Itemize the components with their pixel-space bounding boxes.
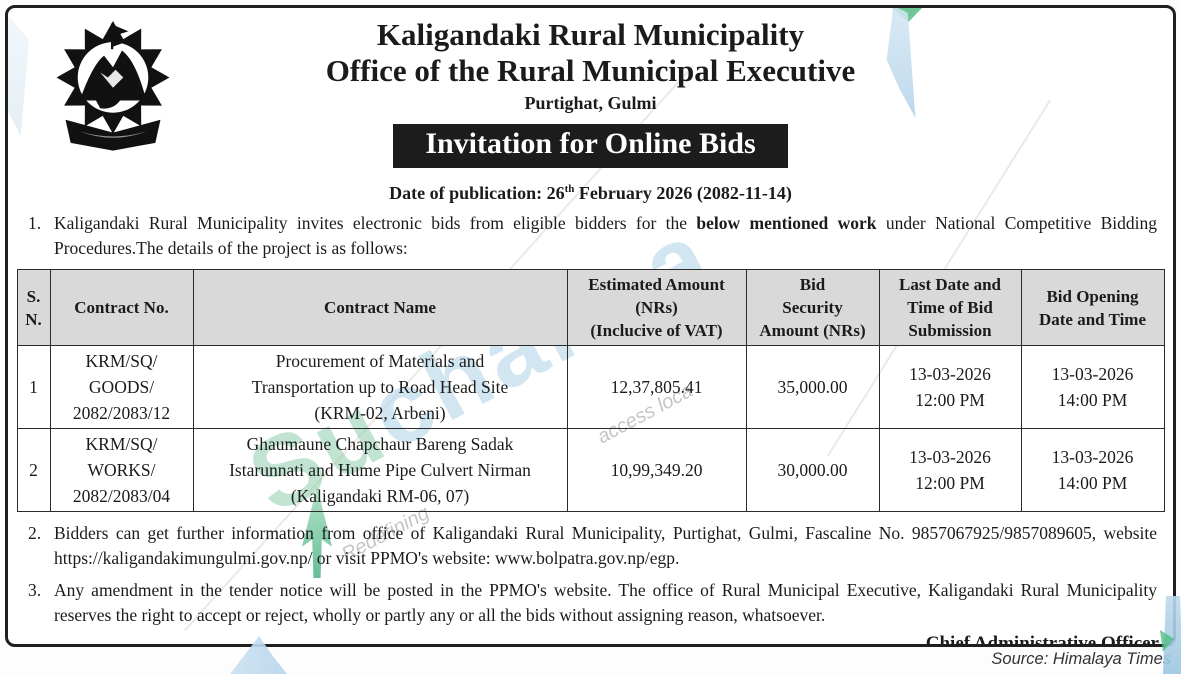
publication-date: Date of publication: 26th February 2026 … (8, 178, 1173, 204)
cell-contract-no: KRM/SQ/ GOODS/ 2082/2083/12 (49, 345, 194, 429)
signatory-title: Chief Administrative Officer (925, 633, 1159, 647)
item-text: Bidders can get further information from… (54, 523, 1157, 568)
col-header-sn: S. N. (16, 269, 51, 346)
cell-last-date: 13-03-2026 12:00 PM (878, 345, 1022, 429)
table-header-row: S. N. Contract No. Contract Name Estimat… (16, 269, 1165, 346)
col-header-bid-security: Bid Security Amount (NRs) (745, 269, 880, 346)
notice-item-2: 2. Bidders can get further information f… (28, 521, 1157, 571)
notice-item-3: 3. Any amendment in the tender notice wi… (28, 578, 1157, 628)
publication-date-ordinal: th (564, 183, 575, 195)
col-header-contract-no: Contract No. (49, 269, 194, 346)
item-text: Kaligandaki Rural Municipality invites e… (54, 211, 1157, 261)
cell-estimated-amount: 12,37,805.41 (566, 345, 747, 429)
item-number: 1. (28, 213, 42, 233)
table-row: 1 KRM/SQ/ GOODS/ 2082/2083/12 Procuremen… (16, 345, 1165, 429)
notice-item-1: 1. Kaligandaki Rural Municipality invite… (28, 211, 1157, 261)
nepal-government-emblem-logo (44, 21, 182, 157)
municipality-title: Kaligandaki Rural Municipality (376, 17, 805, 52)
col-header-last-date: Last Date and Time of Bid Submission (878, 269, 1022, 346)
cell-estimated-amount: 10,99,349.20 (566, 428, 747, 512)
publication-date-prefix: Date of publication: 26 (389, 183, 565, 203)
cell-contract-name: Ghaumaune Chapchaur Bareng Sadak Istarun… (192, 428, 568, 512)
item-number: 3. (28, 580, 42, 600)
col-header-bid-opening: Bid Opening Date and Time (1020, 269, 1165, 346)
cell-bid-security: 30,000.00 (745, 428, 880, 512)
publication-date-suffix: February 2026 (2082-11-14) (574, 183, 792, 203)
cell-bid-security: 35,000.00 (745, 345, 880, 429)
cell-bid-opening: 13-03-2026 14:00 PM (1020, 428, 1165, 512)
col-header-contract-name: Contract Name (192, 269, 568, 346)
cell-contract-name: Procurement of Materials and Transportat… (192, 345, 568, 429)
bids-table: S. N. Contract No. Contract Name Estimat… (16, 269, 1165, 512)
item1-text-after: under National Competitive Bidding Proce… (54, 213, 1157, 258)
col-header-estimated-amount: Estimated Amount (NRs) (Inclucive of VAT… (566, 269, 747, 346)
cell-bid-opening: 13-03-2026 14:00 PM (1020, 345, 1165, 429)
cell-contract-no: KRM/SQ/ WORKS/ 2082/2083/04 (49, 428, 194, 512)
invitation-banner: Invitation for Online Bids (393, 124, 788, 168)
table-row: 2 KRM/SQ/ WORKS/ 2082/2083/04 Ghaumaune … (16, 428, 1165, 512)
office-title: Office of the Rural Municipal Executive (325, 53, 856, 88)
cell-last-date: 13-03-2026 12:00 PM (878, 428, 1022, 512)
cell-sn: 1 (16, 345, 51, 429)
location-subtitle: Purtighat, Gulmi (524, 93, 657, 113)
item-text: Any amendment in the tender notice will … (54, 580, 1157, 625)
item-number: 2. (28, 523, 42, 543)
item1-text-bold: below mentioned work (696, 213, 877, 233)
notice-border: Suchanaa Redefining access loca (5, 5, 1176, 647)
cell-sn: 2 (16, 428, 51, 512)
item1-text-before: Kaligandaki Rural Municipality invites e… (54, 213, 697, 233)
source-credit: Source: Himalaya Times (991, 650, 1171, 668)
